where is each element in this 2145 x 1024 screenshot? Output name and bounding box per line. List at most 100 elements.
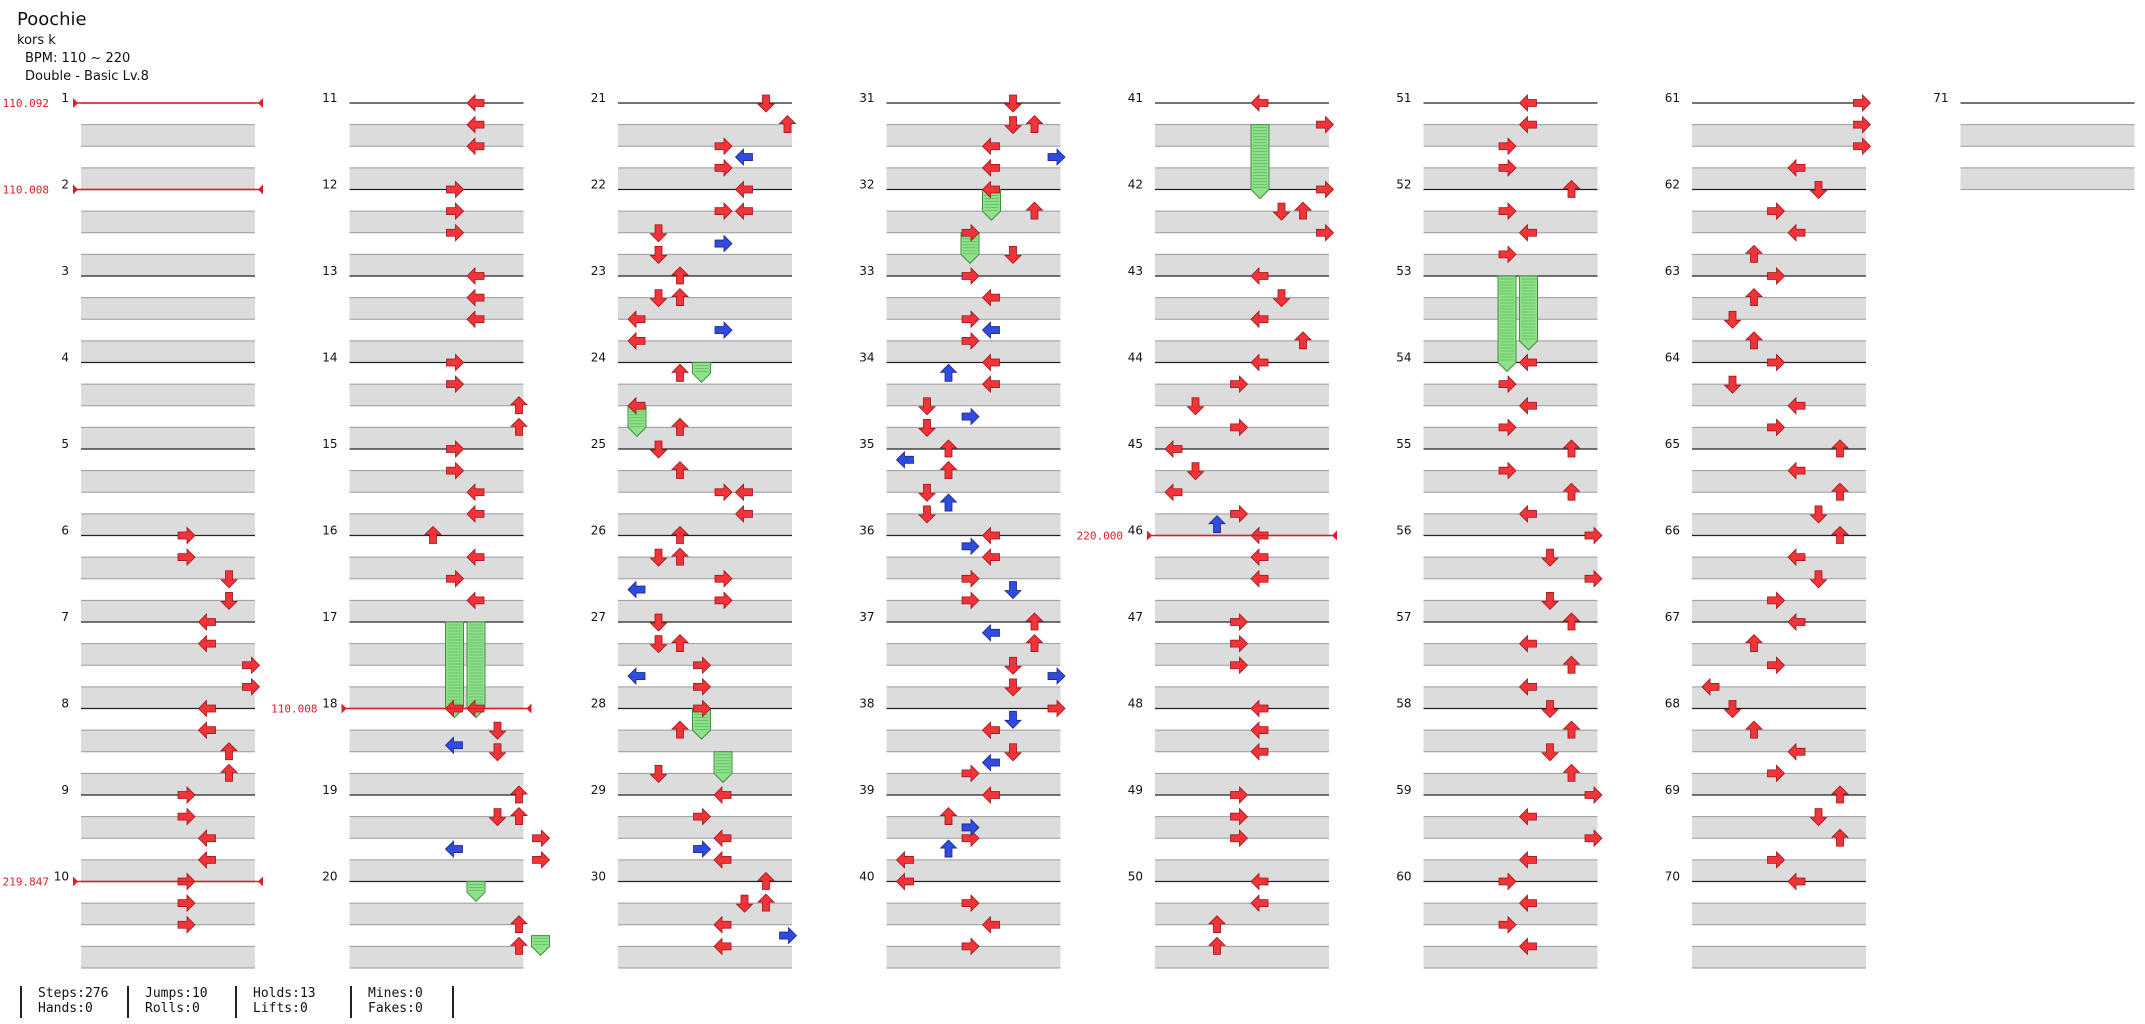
arrow-note-red bbox=[466, 548, 485, 567]
arrow-note-red bbox=[1853, 115, 1872, 134]
song-artist: kors k bbox=[17, 33, 56, 48]
arrow-note-red bbox=[1272, 202, 1291, 221]
measure-number: 2 bbox=[61, 178, 69, 192]
measure-number: 48 bbox=[1128, 697, 1143, 711]
measure-number: 64 bbox=[1665, 351, 1680, 365]
measure-number: 22 bbox=[591, 178, 606, 192]
beat-band bbox=[1155, 124, 1329, 147]
arrow-note-red bbox=[981, 375, 1000, 394]
arrow-note-red bbox=[1723, 700, 1742, 719]
beat-band bbox=[618, 816, 792, 839]
arrow-note-red bbox=[1294, 331, 1312, 350]
arrow-note-red bbox=[446, 440, 465, 458]
arrow-note-blue bbox=[1004, 581, 1022, 600]
measure-number: 29 bbox=[591, 783, 606, 797]
stats-mines-fakes: Mines:0 Fakes:0 bbox=[350, 986, 423, 1018]
arrow-note-blue bbox=[734, 148, 753, 167]
arrow-note-blue bbox=[714, 234, 733, 253]
beat-band bbox=[81, 600, 255, 622]
beat-band bbox=[618, 730, 792, 752]
measure-number: 21 bbox=[591, 91, 606, 105]
measure-number: 27 bbox=[591, 610, 606, 624]
bpm-label: 110.008 bbox=[271, 703, 317, 716]
mines-count: Mines:0 bbox=[368, 986, 423, 1001]
arrow-note-red bbox=[671, 461, 689, 480]
arrow-note-red bbox=[1723, 375, 1742, 394]
arrow-note-blue bbox=[939, 493, 958, 512]
measure-number: 13 bbox=[322, 264, 337, 278]
arrow-note-red bbox=[1250, 310, 1269, 329]
measure-number: 8 bbox=[61, 697, 69, 711]
arrow-note-red bbox=[220, 763, 238, 782]
arrow-note-red bbox=[1787, 396, 1806, 415]
arrow-note-red bbox=[1272, 289, 1291, 308]
arrow-note-red bbox=[1518, 504, 1537, 523]
arrow-note-blue bbox=[714, 321, 733, 340]
arrow-note-red bbox=[1498, 375, 1517, 394]
arrow-note-red bbox=[466, 310, 485, 329]
arrow-note-red bbox=[466, 288, 485, 307]
beat-band bbox=[1960, 124, 2135, 147]
beat-band bbox=[1155, 946, 1329, 968]
arrow-note-red bbox=[1767, 764, 1786, 783]
measure-number: 4 bbox=[61, 351, 69, 365]
beat-band bbox=[349, 470, 524, 493]
arrow-note-red bbox=[446, 180, 465, 199]
arrow-note-red bbox=[1230, 786, 1249, 804]
arrow-note-red bbox=[1831, 828, 1849, 847]
bpm-marker-left bbox=[1147, 530, 1152, 541]
arrow-note-red bbox=[1518, 353, 1537, 372]
arrow-note-red bbox=[939, 807, 958, 826]
arrow-note-red bbox=[446, 223, 465, 242]
beat-band bbox=[1155, 903, 1329, 925]
beat-band bbox=[1692, 903, 1866, 925]
measure-number: 35 bbox=[859, 437, 874, 451]
beat-band bbox=[81, 859, 255, 882]
arrow-note-red bbox=[1745, 331, 1763, 350]
beat-band bbox=[1155, 340, 1329, 363]
arrow-note-red bbox=[1208, 936, 1226, 955]
arrow-note-red bbox=[1004, 245, 1022, 264]
arrow-note-red bbox=[1584, 786, 1603, 804]
measure-number: 34 bbox=[859, 351, 874, 365]
arrow-note-red bbox=[1230, 613, 1249, 631]
bpm-marker-right bbox=[258, 876, 263, 887]
measure-number: 39 bbox=[859, 783, 874, 797]
holds-count: Holds:13 bbox=[253, 986, 316, 1001]
beat-band bbox=[886, 600, 1061, 622]
arrow-note-red bbox=[981, 548, 1000, 567]
beat-band bbox=[1423, 643, 1598, 666]
arrow-note-red bbox=[1498, 137, 1517, 156]
bpm-marker-right bbox=[1332, 530, 1337, 541]
arrow-note-red bbox=[649, 764, 668, 783]
arrow-note-red bbox=[197, 613, 216, 631]
arrow-note-red bbox=[1186, 462, 1205, 481]
beat-band bbox=[618, 470, 792, 493]
beat-band bbox=[1423, 816, 1598, 839]
measure-number: 6 bbox=[61, 524, 69, 538]
measure-number: 16 bbox=[322, 524, 337, 538]
measure-number: 54 bbox=[1396, 351, 1411, 365]
beat-band bbox=[1692, 297, 1866, 320]
arrow-note-red bbox=[424, 525, 442, 544]
arrow-note-red bbox=[1767, 267, 1786, 285]
measure-number: 9 bbox=[61, 783, 69, 797]
arrow-note-red bbox=[1809, 808, 1828, 827]
arrow-note-red bbox=[1787, 223, 1806, 242]
step-chart: 1234567891011121314151617181920212223242… bbox=[3, 91, 2135, 969]
beat-band bbox=[886, 686, 1061, 709]
beat-band bbox=[618, 167, 792, 190]
arrow-note-red bbox=[1518, 807, 1537, 826]
hold-body bbox=[1519, 275, 1538, 351]
beat-band bbox=[349, 513, 524, 536]
arrow-note-red bbox=[713, 915, 732, 934]
beat-band bbox=[886, 643, 1061, 666]
beat-band bbox=[1423, 211, 1598, 233]
arrow-note-red bbox=[1186, 397, 1205, 416]
arrow-note-red bbox=[961, 310, 980, 329]
beat-band bbox=[886, 773, 1061, 795]
arrow-note-red bbox=[197, 634, 216, 653]
arrow-note-red bbox=[1230, 829, 1249, 848]
arrow-note-red bbox=[734, 504, 753, 523]
stats-end-divider bbox=[452, 986, 454, 1018]
